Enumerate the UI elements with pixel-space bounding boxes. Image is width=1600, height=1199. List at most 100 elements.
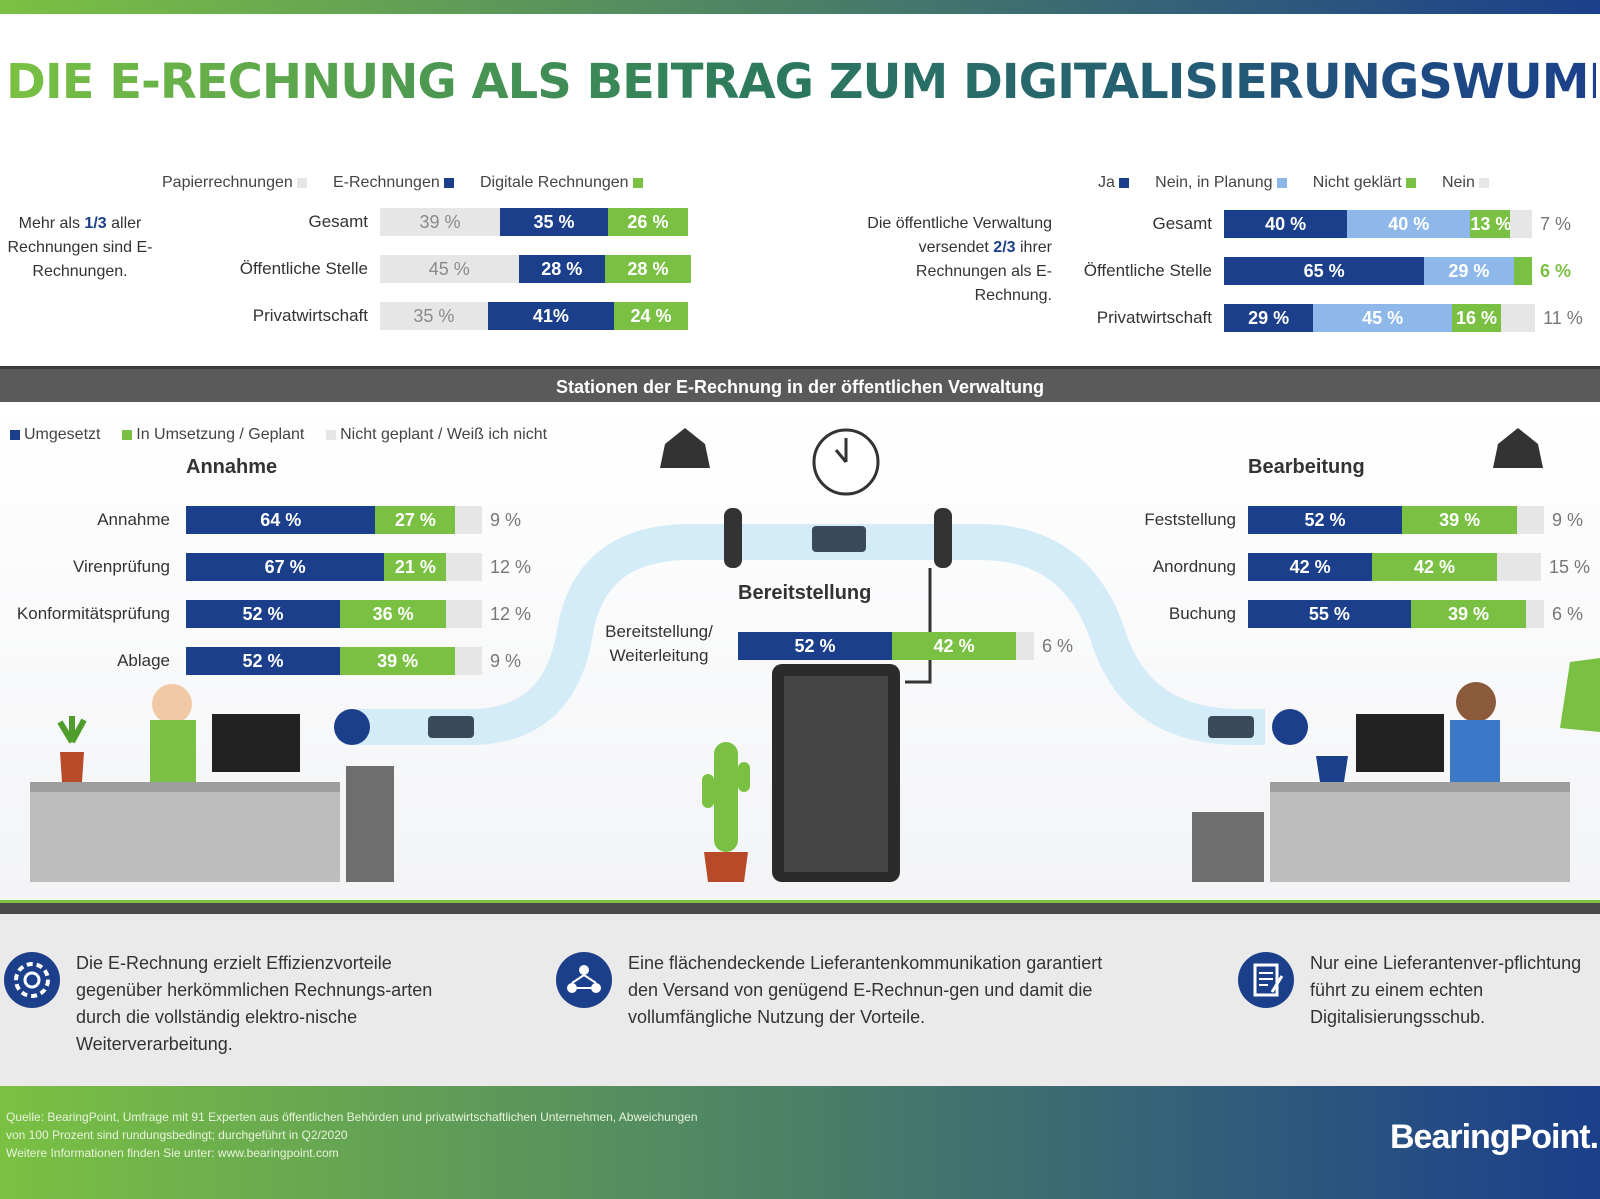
data-label: 12 %: [490, 604, 532, 624]
bar-segment: [1510, 210, 1532, 238]
legend-label: In Umsetzung / Geplant: [136, 426, 305, 443]
desk-right: [1270, 782, 1570, 882]
section-band: Stationen der E-Rechnung in der öffentli…: [0, 366, 1600, 405]
chart1-legend: Papierrechnungen E-Rechnungen Digitale R…: [162, 174, 647, 192]
bar-segment: 39 %: [1401, 506, 1518, 534]
data-label: 9 %: [1552, 510, 1584, 530]
ceiling-lamp-icon: [1493, 402, 1543, 468]
legend-swatch: [1118, 177, 1129, 188]
category-label: Gesamt: [308, 212, 368, 231]
binders: [346, 766, 394, 882]
bar-segment: 42 %: [1248, 553, 1373, 581]
legend-label: Digitale Rechnungen: [479, 174, 629, 191]
category-label: Annahme: [97, 510, 170, 529]
note-text: Mehr als: [18, 215, 85, 232]
server-cable: [905, 568, 932, 684]
more-info-link[interactable]: Weitere Informationen finden Sie unter: …: [6, 1146, 339, 1160]
note-text: Die öffentliche Verwaltung versendet: [867, 215, 1052, 256]
pipe-end-left: [334, 709, 370, 745]
bar-segment: 45 %: [1313, 304, 1452, 332]
bar-segment: 27 %: [375, 506, 456, 534]
monitor-left: [212, 714, 300, 772]
bearingpoint-logo: BearingPoint.: [1390, 1118, 1599, 1156]
legend-label: E-Rechnungen: [333, 174, 440, 191]
legend-swatch: [1478, 177, 1489, 188]
bar-segment: [455, 506, 482, 534]
bar-segment: 28 %: [518, 255, 605, 283]
bar-segment: 36 %: [339, 600, 447, 628]
plant-icon: [57, 716, 87, 744]
bar-segment: 28 %: [604, 255, 692, 283]
bar-segment: [1513, 257, 1532, 285]
legend-label: Nein: [1441, 174, 1475, 191]
data-label: 9 %: [490, 651, 522, 671]
bar-segment: 42 %: [891, 632, 1017, 660]
legend-swatch: [1276, 177, 1287, 188]
category-label: Anordnung: [1152, 557, 1236, 576]
bar-segment: 64 %: [186, 506, 376, 534]
desk-left: [30, 782, 340, 882]
data-label: 15 %: [1549, 557, 1591, 577]
bar-segment: 65 %: [1224, 257, 1425, 285]
bearbeitung-title: Bearbeitung: [1248, 456, 1365, 478]
legend-swatch: [122, 429, 133, 440]
bar-segment: 41%: [487, 302, 615, 330]
binders: [1192, 812, 1264, 882]
annahme-title: Annahme: [186, 456, 278, 478]
pipe-connector: [934, 508, 952, 568]
data-label: 6 %: [1042, 636, 1074, 656]
benefits-panel: Die E-Rechnung erzielt Effizienzvorteile…: [0, 914, 1600, 1086]
category-label: Öffentliche Stelle: [239, 259, 368, 278]
legend-label: Nicht geklärt: [1312, 174, 1402, 191]
category-label: Konformitätsprüfung: [16, 604, 170, 623]
bar-segment: 13 %: [1470, 210, 1511, 238]
bar-segment: 52 %: [186, 600, 340, 628]
bar-segment: 39 %: [1410, 600, 1527, 628]
plant-pot: [60, 752, 84, 782]
bar-segment: [446, 553, 482, 581]
bar-segment: [1501, 304, 1536, 332]
bereitstellung-title: Bereitstellung: [738, 582, 872, 604]
document-packet: [812, 526, 866, 552]
plant-pot: [704, 852, 748, 882]
page-title: DIE E-RECHNUNG ALS BEITRAG ZUM DIGITALIS…: [6, 54, 1600, 110]
bar-segment: 52 %: [186, 647, 340, 675]
bar-segment: 16 %: [1451, 304, 1502, 332]
note-highlight: 2/3: [993, 239, 1016, 256]
footer: [0, 1086, 1600, 1199]
bar-segment: [455, 647, 482, 675]
floor-line: [0, 900, 1600, 917]
bar-segment: [446, 600, 482, 628]
bar-segment: 29 %: [1224, 304, 1314, 332]
pipe-end-right: [1272, 709, 1308, 745]
bar-segment: 26 %: [607, 208, 688, 236]
bar-segment: [1517, 506, 1544, 534]
data-label: 9 %: [490, 510, 522, 530]
bar-segment: [1526, 600, 1544, 628]
coat-icon: [1560, 658, 1600, 732]
pipe-connector: [724, 508, 742, 568]
chart1-note: Mehr als 1/3 aller Rechnungen sind E-Rec…: [6, 212, 154, 284]
category-label: Privatwirtschaft: [252, 306, 368, 325]
note-text: aller Rechnungen sind E-Rechnungen.: [7, 215, 153, 280]
bar-segment: 52 %: [1248, 506, 1402, 534]
note-highlight: 1/3: [84, 215, 107, 232]
category-label: Feststellung: [1144, 510, 1236, 529]
note-text: ihrer Rechnungen als E-Rechnung.: [915, 239, 1052, 304]
bar-segment: 42 %: [1372, 553, 1497, 581]
bar-segment: 39 %: [380, 208, 501, 236]
bar-segment: 39 %: [339, 647, 456, 675]
monitor-right: [1356, 714, 1444, 772]
category-label: Buchung: [1168, 604, 1236, 623]
bar-segment: 55 %: [1248, 600, 1411, 628]
legend-label: Nein, in Planung: [1155, 174, 1273, 191]
bar-segment: 52 %: [738, 632, 892, 660]
benefit-text: Nur eine Lieferantenver-pflichtung führt…: [1310, 953, 1582, 1027]
bar-segment: 24 %: [614, 302, 688, 330]
data-label: 7 %: [1540, 214, 1572, 234]
document-packet: [428, 716, 474, 738]
data-label: 11 %: [1543, 308, 1583, 328]
man-person: [1456, 682, 1496, 722]
category-label: Ablage: [117, 651, 170, 670]
category-label: Öffentliche Stelle: [1083, 261, 1212, 280]
